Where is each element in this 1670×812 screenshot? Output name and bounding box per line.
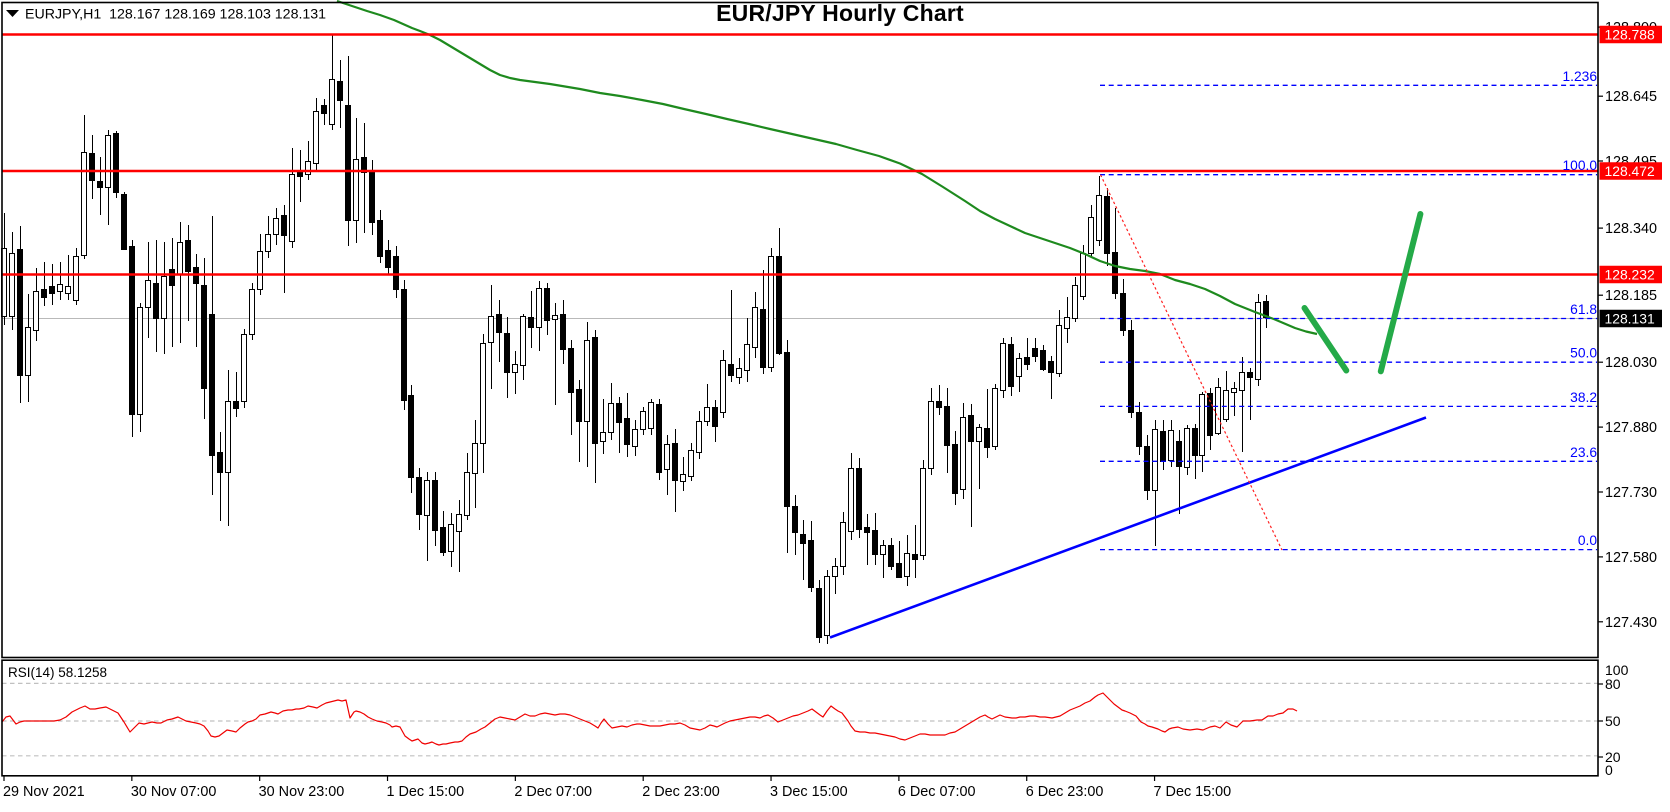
svg-text:128.131: 128.131: [1605, 310, 1655, 326]
svg-text:128.340: 128.340: [1605, 221, 1657, 237]
svg-text:100.0: 100.0: [1562, 158, 1597, 173]
svg-text:128.030: 128.030: [1605, 355, 1657, 371]
svg-text:1 Dec 15:00: 1 Dec 15:00: [387, 784, 465, 800]
svg-text:20: 20: [1605, 749, 1621, 765]
svg-text:128.185: 128.185: [1605, 288, 1657, 304]
svg-text:127.880: 127.880: [1605, 420, 1657, 436]
svg-text:2 Dec 07:00: 2 Dec 07:00: [514, 784, 592, 800]
svg-text:30 Nov 23:00: 30 Nov 23:00: [259, 784, 345, 800]
svg-text:38.2: 38.2: [1570, 390, 1597, 405]
svg-text:0: 0: [1605, 762, 1613, 778]
svg-text:128.472: 128.472: [1605, 163, 1655, 179]
svg-text:2 Dec 23:00: 2 Dec 23:00: [642, 784, 720, 800]
svg-text:50: 50: [1605, 713, 1621, 729]
svg-text:80: 80: [1605, 676, 1621, 692]
svg-text:EUR/JPY Hourly Chart: EUR/JPY Hourly Chart: [716, 0, 964, 26]
svg-text:30 Nov 07:00: 30 Nov 07:00: [131, 784, 217, 800]
svg-text:128.788: 128.788: [1605, 26, 1655, 42]
svg-text:61.8: 61.8: [1570, 302, 1597, 317]
svg-text:3 Dec 15:00: 3 Dec 15:00: [770, 784, 848, 800]
svg-text:100: 100: [1605, 662, 1629, 678]
svg-text:1.236: 1.236: [1562, 69, 1597, 84]
svg-text:50.0: 50.0: [1570, 346, 1597, 361]
svg-text:6 Dec 23:00: 6 Dec 23:00: [1026, 784, 1104, 800]
svg-text:127.430: 127.430: [1605, 615, 1657, 631]
svg-text:EURJPY,H1 128.167 128.169 128: EURJPY,H1 128.167 128.169 128.103 128.13…: [25, 7, 326, 23]
svg-text:127.730: 127.730: [1605, 485, 1657, 501]
svg-text:6 Dec 07:00: 6 Dec 07:00: [898, 784, 976, 800]
svg-text:7 Dec 15:00: 7 Dec 15:00: [1154, 784, 1232, 800]
svg-text:23.6: 23.6: [1570, 445, 1597, 460]
svg-text:RSI(14) 58.1258: RSI(14) 58.1258: [8, 665, 107, 680]
svg-text:0.0: 0.0: [1578, 533, 1598, 548]
svg-text:128.645: 128.645: [1605, 89, 1657, 105]
svg-text:29 Nov 2021: 29 Nov 2021: [3, 784, 85, 800]
svg-text:128.232: 128.232: [1605, 266, 1655, 282]
svg-text:127.580: 127.580: [1605, 550, 1657, 566]
